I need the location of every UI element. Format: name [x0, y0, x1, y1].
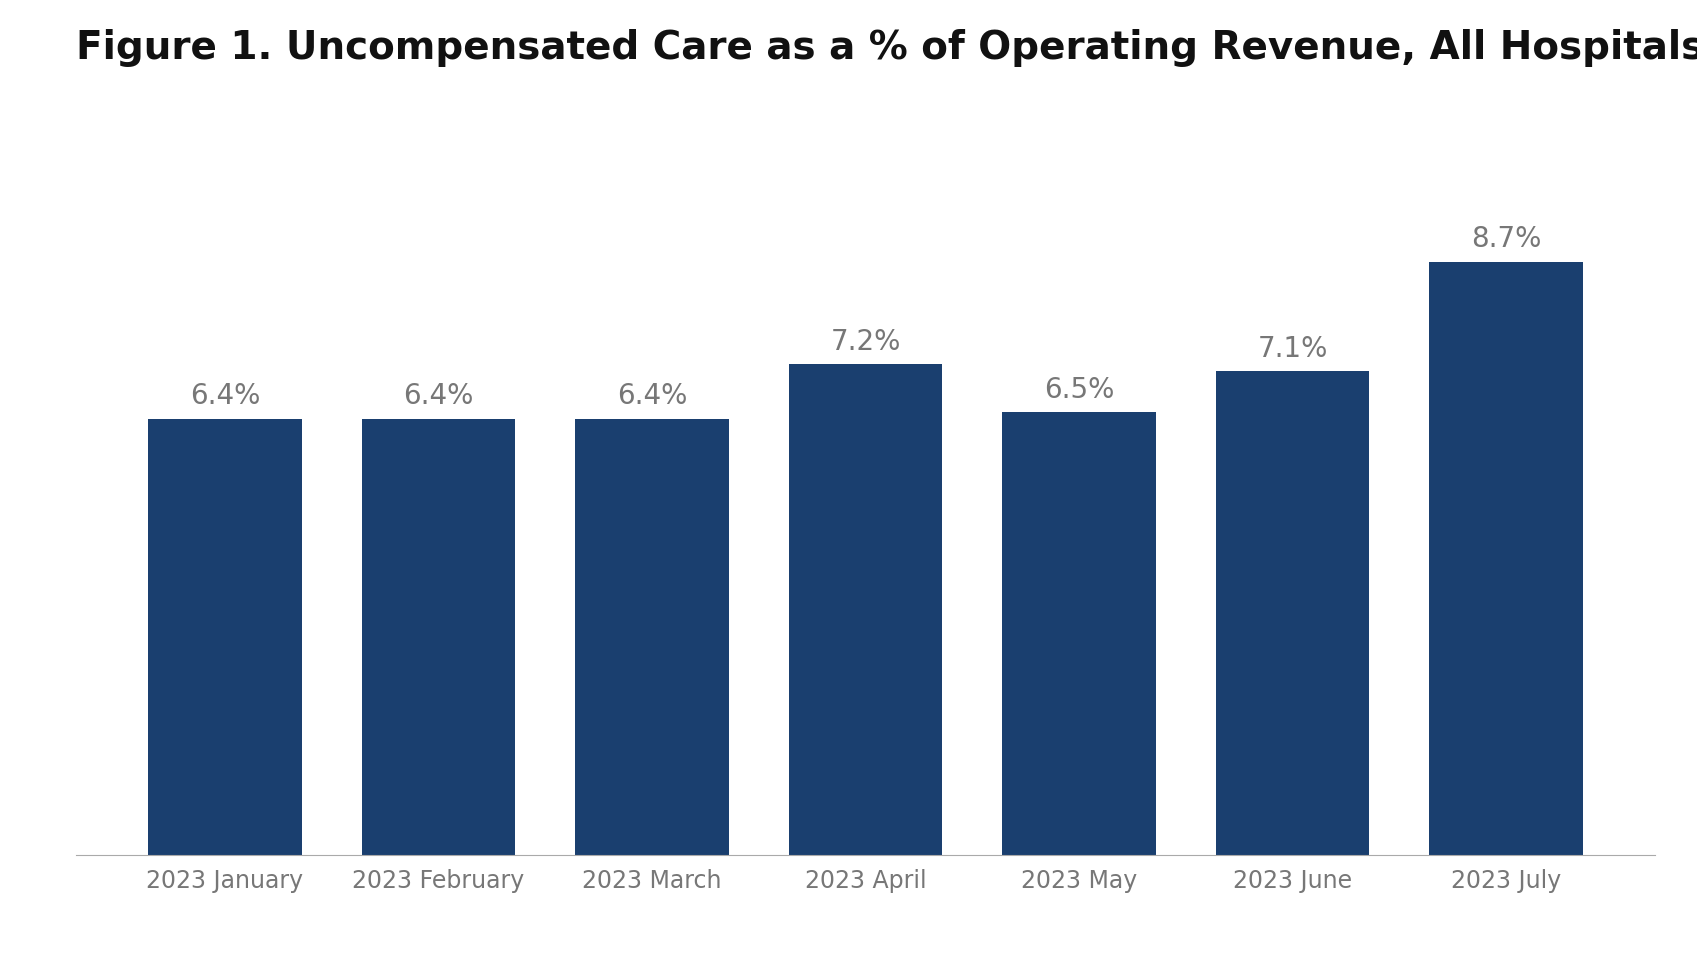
Text: 6.4%: 6.4% [404, 382, 473, 410]
Text: 7.1%: 7.1% [1257, 334, 1327, 362]
Text: 7.2%: 7.2% [830, 328, 901, 356]
Text: Figure 1. Uncompensated Care as a % of Operating Revenue, All Hospitals: Figure 1. Uncompensated Care as a % of O… [76, 29, 1697, 67]
Text: 6.4%: 6.4% [616, 382, 687, 410]
Bar [1429, 261, 1583, 855]
Text: 6.4%: 6.4% [190, 382, 260, 410]
Bar [148, 419, 302, 855]
Text: 8.7%: 8.7% [1471, 226, 1541, 254]
Text: 6.5%: 6.5% [1044, 376, 1115, 404]
Bar [1215, 371, 1369, 855]
Bar [1003, 411, 1156, 855]
Bar [361, 419, 516, 855]
Bar [789, 364, 942, 855]
Bar [575, 419, 728, 855]
